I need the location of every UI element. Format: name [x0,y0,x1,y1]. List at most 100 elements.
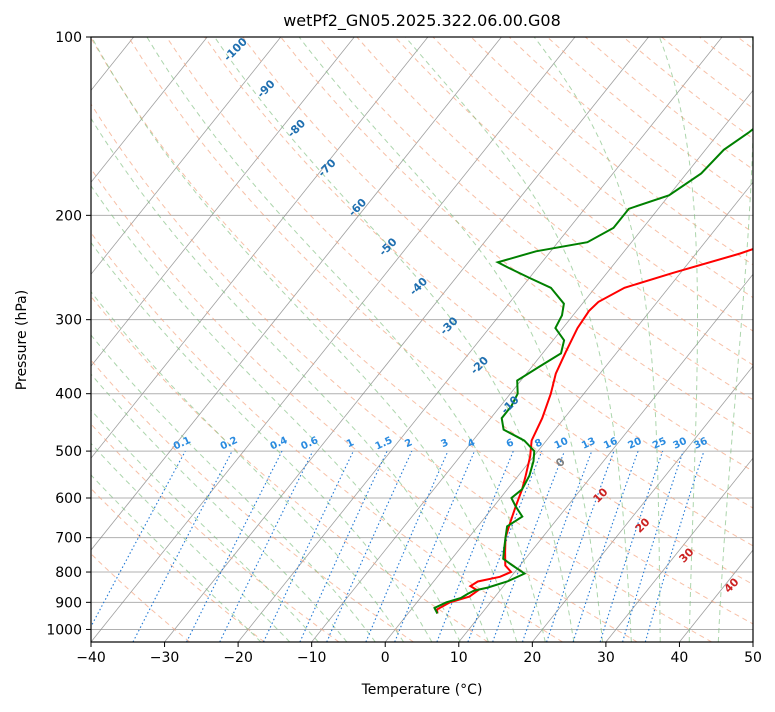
dry-adiabat-label: -90 [254,77,277,100]
isotherm-line [459,37,775,642]
x-tick-label: 20 [523,650,541,666]
dewpoint-profile-line [435,37,775,614]
y-tick-label: 1000 [46,622,82,638]
dry-adiabat-line [357,37,775,642]
y-tick-label: 900 [55,595,82,611]
isotherm-line [0,37,207,642]
dry-adiabat-line [700,37,775,642]
y-tick-label: 100 [55,30,82,46]
mixing-ratio-line [523,451,592,642]
dry-adiabat-line [471,37,775,642]
mixing-ratio-label: 0.1 [172,435,193,452]
dry-adiabat-label: -70 [315,156,338,179]
mixing-ratio-line [645,451,704,642]
mixing-ratio-label: 2 [403,437,414,450]
mixing-ratio-label: 0.6 [299,435,320,452]
moist-adiabat-line [405,37,631,642]
x-axis-label: Temperature (°C) [361,682,483,698]
mixing-ratio-label: 25 [651,436,668,452]
dry-adiabat-line [585,37,775,642]
x-tick-label: 30 [597,650,615,666]
dry-adiabat-line [395,37,775,642]
dry-adiabat-label: -80 [285,117,308,140]
temperature-profile-line [437,37,775,614]
x-tick-label: 0 [381,650,390,666]
moist-adiabat-line [215,37,574,642]
moist-adiabat-label: 40 [722,575,742,595]
mixing-ratio-label: 10 [553,436,570,452]
isotherm-line [17,37,501,642]
mixing-ratio-label: 36 [692,436,709,452]
y-tick-label: 800 [55,565,82,581]
x-tick-label: −20 [223,650,253,666]
isotherm-line [0,37,60,642]
x-tick-label: 50 [744,650,762,666]
moist-adiabat-line [147,37,545,642]
dry-adiabat-line [0,37,414,642]
chart-title: wetPf2_GN05.2025.322.06.00.G08 [283,11,561,31]
mixing-ratio-line [600,451,663,642]
y-tick-label: 700 [55,531,82,547]
dry-adiabat-line [0,37,488,642]
moist-adiabat-line [0,37,404,642]
dry-adiabat-label: -20 [468,354,491,377]
mixing-ratio-line [264,451,354,642]
isotherm-line [165,37,649,642]
mixing-ratio-label: 0.4 [269,435,290,452]
isotherm-line [312,37,775,642]
mixing-ratio-line [300,451,387,642]
y-tick-label: 200 [55,208,82,224]
x-tick-label: −10 [297,650,327,666]
mixing-ratio-line [366,451,448,642]
dry-adiabat-line [509,37,775,642]
y-axis-label: Pressure (hPa) [14,290,30,390]
mixing-ratio-line [83,451,186,642]
moist-adiabat-line [0,37,290,642]
mixing-ratio-label: 3 [439,437,450,450]
dry-adiabat-line [738,37,775,642]
moist-adiabat-label: 30 [677,545,697,565]
mixing-ratio-label: 1.5 [374,435,395,452]
moist-adiabat-line [0,37,375,642]
dry-adiabat-label: -100 [221,35,250,64]
isotherm-line [753,37,775,642]
isotherm-line [679,37,775,642]
mixing-ratio-line [327,451,412,642]
moist-adiabat-line [718,37,753,642]
mixing-ratio-label: 16 [602,436,619,452]
mixing-ratio-line [220,451,313,642]
dry-adiabat-line [52,37,712,642]
y-tick-label: 400 [55,387,82,403]
dry-adiabat-label: -40 [407,275,430,298]
isotherm-line [0,37,281,642]
mixing-ratio-line [437,451,513,642]
moist-adiabat-line [0,37,318,642]
mixing-ratio-label: 4 [466,437,477,450]
mixing-ratio-label: 6 [505,437,516,450]
dry-adiabat-line [547,37,775,642]
x-tick-label: −40 [76,650,106,666]
y-tick-label: 300 [55,313,82,329]
x-tick-label: 40 [671,650,689,666]
moist-adiabat-label: 0 [553,455,568,470]
moist-adiabat-label: 20 [633,515,653,535]
isotherm-line [238,37,722,642]
y-tick-label: 500 [55,444,82,460]
dry-adiabat-line [319,37,775,642]
mixing-ratio-line [623,451,684,642]
x-tick-label: 10 [450,650,468,666]
mixing-ratio-label: 20 [626,436,643,452]
dry-adiabat-line [90,37,775,642]
dry-adiabat-label: -30 [437,314,460,337]
y-tick-label: 600 [55,491,82,507]
mixing-ratio-label: 13 [580,436,597,452]
x-tick-label: −30 [150,650,180,666]
mixing-ratio-line [395,451,475,642]
dry-adiabat-line [0,37,264,642]
isotherm-line [0,37,428,642]
dry-adiabat-line [14,37,637,642]
mixing-ratio-line [187,451,282,642]
